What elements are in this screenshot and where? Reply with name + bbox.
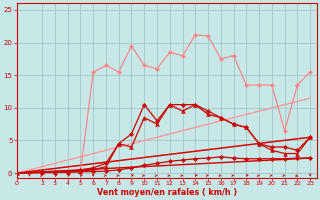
X-axis label: Vent moyen/en rafales ( km/h ): Vent moyen/en rafales ( km/h ) — [97, 188, 237, 197]
